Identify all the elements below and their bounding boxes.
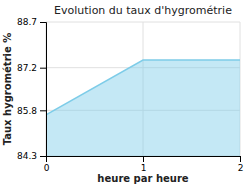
line <box>46 60 240 115</box>
y-tick: 85.8 <box>17 106 46 116</box>
chart: 0 1 2 84.3 85.8 87.2 88.7 Evolution du taux d'h… <box>0 0 250 188</box>
x-tick-label: 0 <box>44 163 50 173</box>
x-tick-label: 2 <box>238 163 244 173</box>
y-tick-label: 88.7 <box>17 17 37 27</box>
y-axis: 84.3 85.8 87.2 88.7 <box>17 17 47 161</box>
x-axis-label: heure par heure <box>97 173 188 184</box>
x-tick-label: 1 <box>141 163 147 173</box>
y-tick-label: 85.8 <box>17 106 37 116</box>
y-tick: 84.3 <box>17 151 46 161</box>
title: Evolution du taux d'hygrométrie <box>54 4 232 17</box>
x-tick-mark <box>143 156 144 162</box>
x-axis: 0 1 2 <box>44 156 244 173</box>
grid <box>46 22 240 156</box>
y-tick-label: 84.3 <box>17 151 37 161</box>
x-axis-line <box>47 157 241 163</box>
x-tick: 0 <box>44 156 50 173</box>
y-tick: 88.7 <box>17 17 46 27</box>
plot: 0 1 2 84.3 85.8 87.2 88.7 <box>17 17 243 173</box>
area <box>46 60 240 156</box>
x-tick-mark <box>240 156 241 162</box>
y-axis-line <box>40 23 47 157</box>
y-tick-mark <box>40 110 46 111</box>
y-tick-label: 87.2 <box>17 63 37 73</box>
y-tick: 87.2 <box>17 63 46 73</box>
marks <box>46 60 240 156</box>
y-tick-mark <box>40 156 46 157</box>
y-axis-label: Taux hygrométrie % <box>2 33 13 146</box>
x-tick: 2 <box>238 156 244 173</box>
y-tick-mark <box>40 68 46 69</box>
y-tick-mark <box>40 22 46 23</box>
x-tick: 1 <box>141 156 147 173</box>
